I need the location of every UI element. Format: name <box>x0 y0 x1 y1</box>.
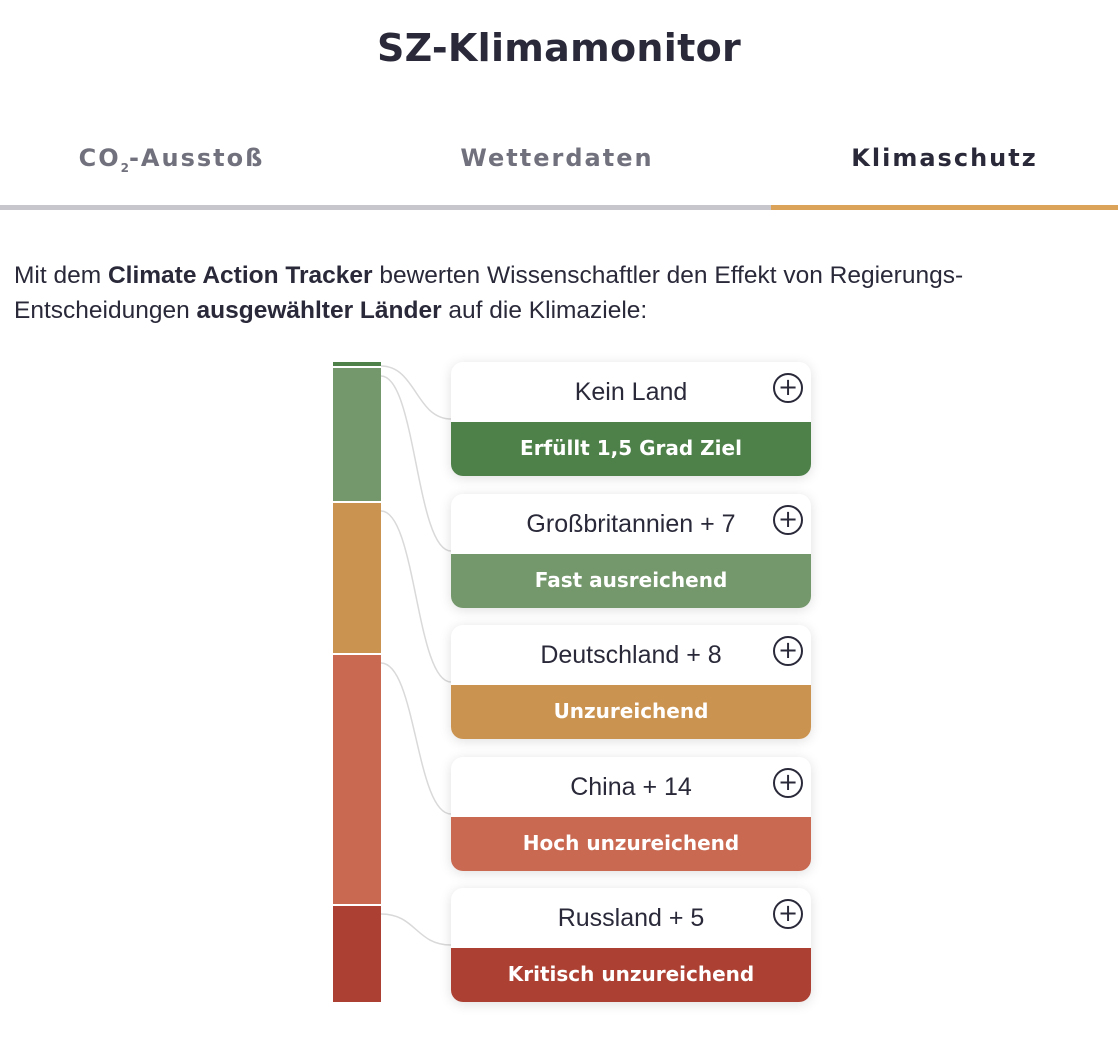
country-label: Großbritannien + 7 <box>526 510 736 538</box>
stack-segment <box>333 362 381 366</box>
connector-line <box>380 510 452 683</box>
tab-weather-label: Wetterdaten <box>460 144 654 172</box>
connector-line <box>380 375 452 552</box>
rating-card[interactable]: Russland + 5 + Kritisch unzureichend <box>451 888 811 1002</box>
plus-circle-icon[interactable]: + <box>773 636 803 666</box>
plus-circle-icon[interactable]: + <box>773 373 803 403</box>
plus-circle-icon[interactable]: + <box>773 768 803 798</box>
intro-text: Mit dem Climate Action Tracker bewerten … <box>14 262 964 324</box>
tab-weather-data[interactable]: Wetterdaten <box>343 130 771 210</box>
stack-segment <box>333 503 381 653</box>
country-label: Russland + 5 <box>557 904 705 932</box>
country-label: China + 14 <box>570 773 692 801</box>
page-title: SZ-Klimamonitor <box>376 26 742 70</box>
connector-line <box>380 365 452 420</box>
connector-line <box>380 913 452 946</box>
tab-underline <box>0 205 343 210</box>
tab-climate-label: Klimaschutz <box>851 144 1038 172</box>
stack-segment <box>333 906 381 1002</box>
rating-card[interactable]: Deutschland + 8 + Unzureichend <box>451 625 811 739</box>
rating-card[interactable]: Großbritannien + 7 + Fast ausreichend <box>451 494 811 608</box>
connector-line <box>380 662 452 815</box>
rating-label: Kritisch unzureichend <box>451 948 811 1002</box>
rating-card[interactable]: Kein Land + Erfüllt 1,5 Grad Ziel <box>451 362 811 476</box>
country-label: Kein Land <box>574 378 688 406</box>
plus-circle-icon[interactable]: + <box>773 899 803 929</box>
rating-label: Erfüllt 1,5 Grad Ziel <box>451 422 811 476</box>
plus-circle-icon[interactable]: + <box>773 505 803 535</box>
tab-bar: CO2-Ausstoß Wetterdaten Klimaschutz <box>0 130 1118 210</box>
tab-climate-protection[interactable]: Klimaschutz <box>771 130 1118 210</box>
rating-label: Fast ausreichend <box>451 554 811 608</box>
rating-card[interactable]: China + 14 + Hoch unzureichend <box>451 757 811 871</box>
tab-co2-label: CO2-Ausstoß <box>78 144 265 175</box>
rating-label: Unzureichend <box>451 685 811 739</box>
tab-underline <box>343 205 771 210</box>
country-label: Deutschland + 8 <box>540 641 722 669</box>
stack-segment <box>333 368 381 501</box>
tab-co2-emissions[interactable]: CO2-Ausstoß <box>0 130 343 210</box>
rating-label: Hoch unzureichend <box>451 817 811 871</box>
stack-segment <box>333 655 381 904</box>
tab-underline-active <box>771 205 1118 210</box>
